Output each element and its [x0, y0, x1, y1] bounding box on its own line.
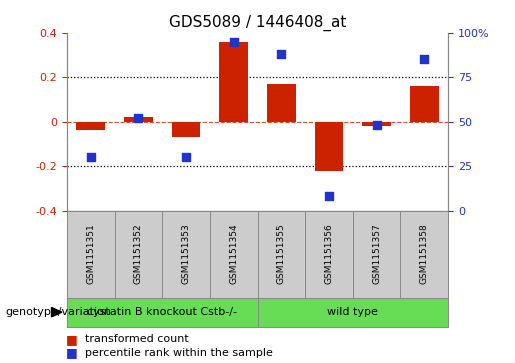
Bar: [76, 122, 105, 131]
Text: wild type: wild type: [328, 307, 378, 317]
Text: transformed count: transformed count: [85, 334, 188, 344]
Text: GSM1151351: GSM1151351: [87, 224, 95, 285]
Text: ■: ■: [66, 346, 78, 359]
Bar: [258, 298, 448, 327]
Bar: [124, 117, 152, 122]
Bar: [210, 211, 258, 298]
Bar: [363, 122, 391, 126]
Bar: [267, 84, 296, 122]
Text: genotype/variation: genotype/variation: [5, 307, 111, 317]
Bar: [305, 211, 353, 298]
Bar: [171, 122, 200, 137]
Bar: [401, 211, 448, 298]
Point: [230, 38, 238, 44]
Bar: [162, 211, 210, 298]
Text: GSM1151354: GSM1151354: [229, 224, 238, 285]
Point: [134, 115, 143, 121]
Text: GSM1151355: GSM1151355: [277, 224, 286, 285]
Bar: [67, 298, 258, 327]
Point: [325, 193, 333, 199]
Polygon shape: [52, 307, 62, 317]
Point: [182, 154, 190, 160]
Bar: [410, 86, 439, 122]
Text: cystatin B knockout Cstb-/-: cystatin B knockout Cstb-/-: [87, 307, 237, 317]
Title: GDS5089 / 1446408_at: GDS5089 / 1446408_at: [169, 15, 346, 31]
Bar: [114, 211, 162, 298]
Point: [87, 154, 95, 160]
Bar: [219, 42, 248, 122]
Bar: [67, 211, 115, 298]
Text: percentile rank within the sample: percentile rank within the sample: [85, 348, 273, 358]
Text: ■: ■: [66, 333, 78, 346]
Bar: [315, 122, 343, 171]
Text: GSM1151357: GSM1151357: [372, 224, 381, 285]
Point: [277, 51, 285, 57]
Text: GSM1151352: GSM1151352: [134, 224, 143, 285]
Text: GSM1151358: GSM1151358: [420, 224, 428, 285]
Bar: [258, 211, 305, 298]
Point: [420, 56, 428, 62]
Point: [372, 122, 381, 128]
Text: GSM1151356: GSM1151356: [324, 224, 333, 285]
Bar: [353, 211, 401, 298]
Text: GSM1151353: GSM1151353: [182, 224, 191, 285]
